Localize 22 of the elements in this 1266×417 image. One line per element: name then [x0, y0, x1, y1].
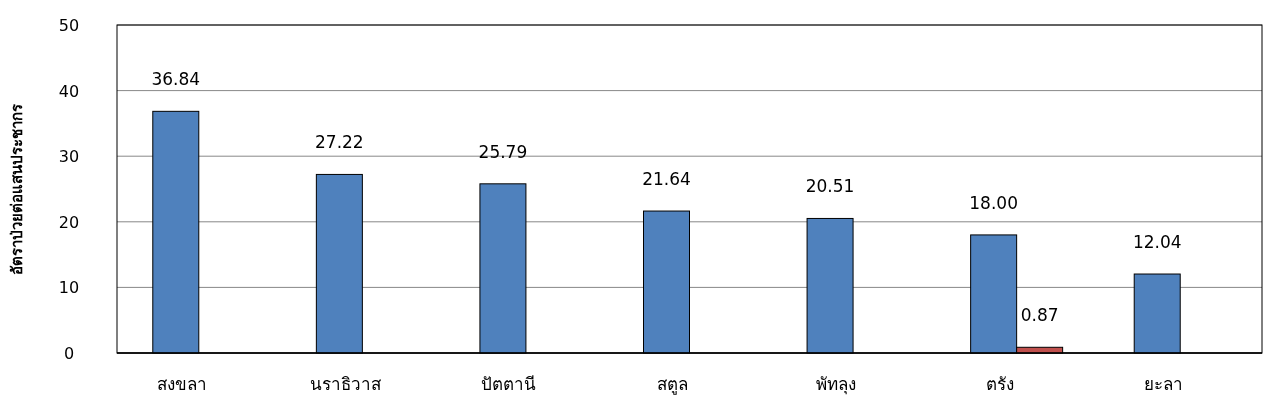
x-tick-label: ยะลา: [1143, 374, 1183, 394]
y-tick-label: 10: [58, 278, 80, 298]
y-tick-label: 0: [63, 344, 75, 363]
x-tick-label: สงขลา: [156, 374, 207, 394]
data-label: 36.84: [151, 69, 201, 90]
y-tick-label: 50: [58, 16, 80, 35]
data-label: 12.04: [1132, 232, 1182, 253]
y-axis-title: อัตราป่วยต่อแสนประชากร: [8, 102, 26, 275]
x-tick-label: ตรัง: [985, 374, 1014, 394]
y-tick-label: 20: [58, 212, 80, 232]
y-tick-label: 40: [58, 81, 80, 101]
x-tick-label: ปัตตานี: [481, 374, 537, 394]
data-label: 0.87: [1020, 305, 1059, 326]
data-label: 20.51: [805, 176, 855, 197]
x-tick-label: นราธิวาส: [309, 374, 382, 394]
x-tick-label: พัทลุง: [816, 374, 857, 395]
data-label: 21.64: [642, 169, 691, 190]
data-label: 27.22: [315, 132, 364, 153]
data-label: 25.79: [478, 141, 528, 162]
y-tick-label: 30: [58, 147, 80, 167]
x-tick-label: สตูล: [657, 374, 688, 395]
data-label: 18.00: [969, 192, 1018, 213]
